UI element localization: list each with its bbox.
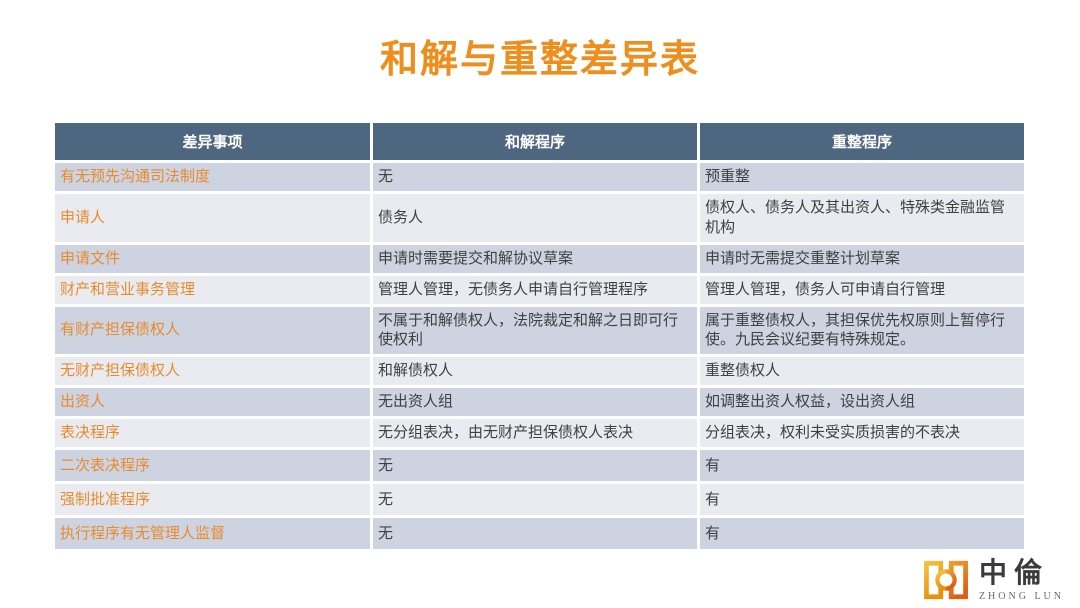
zhonglun-logo-icon (923, 561, 968, 600)
table-row: 有财产担保债权人 不属于和解债权人，法院裁定和解之日即可行使权利 属于重整债权人… (55, 303, 1024, 355)
zhonglun-logo: 中倫 ZHONG LUN (923, 557, 1064, 602)
chongzheng-cell: 债权人、债务人及其出资人、特殊类金融监管机构 (700, 191, 1024, 242)
table-row: 申请文件 申请时需要提交和解协议草案 申请时无需提交重整计划草案 (55, 241, 1024, 273)
row-label: 表决程序 (55, 416, 373, 448)
header-hejie-procedure: 和解程序 (373, 123, 700, 160)
hejie-cell: 无分组表决，由无财产担保债权人表决 (373, 416, 700, 448)
chongzheng-cell: 分组表决，权利未受实质损害的不表决 (700, 416, 1024, 448)
hejie-cell: 债务人 (373, 191, 700, 242)
hejie-cell: 管理人管理，无债务人申请自行管理程序 (373, 272, 700, 304)
logo-name: 中倫 (978, 557, 1049, 589)
row-label: 二次表决程序 (55, 447, 373, 482)
chongzheng-cell: 有 (700, 481, 1024, 516)
table-row: 表决程序 无分组表决，由无财产担保债权人表决 分组表决，权利未受实质损害的不表决 (55, 416, 1024, 448)
row-label: 财产和营业事务管理 (55, 272, 373, 304)
zhonglun-logo-text: 中倫 ZHONG LUN (978, 557, 1064, 602)
hejie-cell: 无 (373, 447, 700, 482)
table-row: 二次表决程序 无 有 (55, 447, 1024, 482)
row-label: 申请人 (55, 191, 373, 242)
table-row: 出资人 无出资人组 如调整出资人权益，设出资人组 (55, 385, 1024, 417)
chongzheng-cell: 预重整 (700, 160, 1024, 191)
row-label: 有无预先沟通司法制度 (55, 160, 373, 191)
chongzheng-cell: 管理人管理，债务人可申请自行管理 (700, 272, 1024, 304)
chongzheng-cell: 重整债权人 (700, 354, 1024, 386)
chongzheng-cell: 有 (700, 447, 1024, 482)
logo-subtitle: ZHONG LUN (978, 591, 1064, 602)
hejie-cell: 无出资人组 (373, 385, 700, 417)
table-row: 财产和营业事务管理 管理人管理，无债务人申请自行管理程序 管理人管理，债务人可申… (55, 272, 1024, 304)
table-row: 申请人 债务人 债权人、债务人及其出资人、特殊类金融监管机构 (55, 191, 1024, 242)
table-row: 有无预先沟通司法制度 无 预重整 (55, 160, 1024, 191)
row-label: 无财产担保债权人 (55, 354, 373, 386)
comparison-table: 差异事项 和解程序 重整程序 有无预先沟通司法制度 无 预重整 申请人 债务人 … (55, 123, 1024, 550)
row-label: 出资人 (55, 385, 373, 417)
table-row: 执行程序有无管理人监督 无 有 (55, 515, 1024, 550)
hejie-cell: 无 (373, 160, 700, 191)
table-row: 无财产担保债权人 和解债权人 重整债权人 (55, 354, 1024, 386)
page-title: 和解与重整差异表 (379, 39, 700, 81)
hejie-cell: 申请时需要提交和解协议草案 (373, 241, 700, 273)
hejie-cell: 不属于和解债权人，法院裁定和解之日即可行使权利 (373, 303, 700, 355)
row-label: 执行程序有无管理人监督 (55, 515, 373, 550)
table-header-row: 差异事项 和解程序 重整程序 (55, 123, 1024, 160)
row-label: 有财产担保债权人 (55, 303, 373, 355)
chongzheng-cell: 如调整出资人权益，设出资人组 (700, 385, 1024, 417)
row-label: 申请文件 (55, 241, 373, 273)
header-diff-item: 差异事项 (55, 123, 373, 160)
chongzheng-cell: 申请时无需提交重整计划草案 (700, 241, 1024, 273)
header-chongzheng-procedure: 重整程序 (700, 123, 1024, 160)
chongzheng-cell: 属于重整债权人，其担保优先权原则上暂停行使。九民会议纪要有特殊规定。 (700, 303, 1024, 355)
table-row: 强制批准程序 无 有 (55, 481, 1024, 516)
row-label: 强制批准程序 (55, 481, 373, 516)
hejie-cell: 无 (373, 481, 700, 516)
chongzheng-cell: 有 (700, 515, 1024, 550)
hejie-cell: 无 (373, 515, 700, 550)
hejie-cell: 和解债权人 (373, 354, 700, 386)
